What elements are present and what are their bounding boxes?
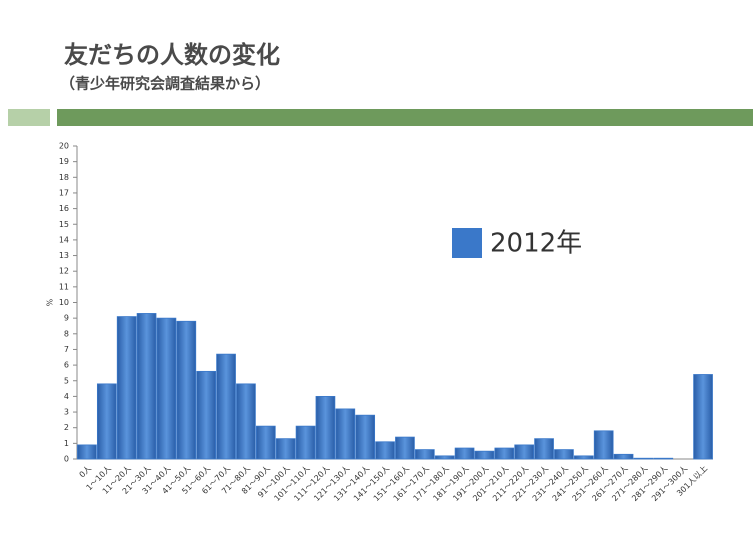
y-tick-label: 16: [59, 204, 69, 213]
legend-label: 2012年: [490, 229, 582, 259]
y-tick-label: 19: [59, 157, 69, 166]
bar: [96, 383, 117, 460]
bar: [275, 438, 296, 460]
bar: [593, 430, 614, 460]
y-tick-label: 11: [59, 282, 69, 291]
y-tick-label: 0: [64, 455, 69, 464]
y-tick-label: 7: [64, 345, 69, 354]
subtitle: （青少年研究会調査結果から）: [60, 75, 270, 93]
bar: [633, 457, 654, 460]
bar: [395, 436, 415, 460]
bar: [454, 447, 475, 460]
bar: [653, 457, 674, 460]
y-tick-label: 9: [64, 314, 69, 323]
y-tick-label: 20: [59, 142, 69, 151]
bar: [216, 353, 236, 460]
bar: [474, 450, 495, 460]
bar: [315, 395, 336, 460]
bar: [116, 316, 137, 460]
accent-bar: [8, 109, 50, 126]
bar: [573, 455, 594, 460]
bar: [613, 453, 634, 460]
bar: [534, 438, 554, 460]
y-tick-label: 3: [64, 408, 69, 417]
plot: 01234567891011121314151617181920%0人1〜10人…: [46, 142, 713, 503]
y-tick-label: 13: [59, 251, 69, 260]
y-tick-label: 1: [64, 439, 69, 448]
y-tick-label: 6: [64, 361, 69, 370]
bar: [375, 441, 395, 460]
header-bar: [57, 109, 753, 126]
bar: [255, 425, 276, 460]
y-tick-label: 18: [59, 173, 69, 182]
bar: [77, 444, 97, 460]
bar: [335, 408, 356, 460]
bar: [295, 425, 316, 460]
y-tick-label: 12: [59, 267, 69, 276]
y-tick-label: 15: [59, 220, 69, 229]
legend-swatch: [452, 228, 482, 258]
bar: [136, 313, 157, 460]
y-tick-label: 10: [59, 298, 69, 307]
bar: [693, 374, 713, 460]
x-tick-label: 0人: [77, 464, 93, 480]
y-tick-label: 5: [64, 376, 69, 385]
bar: [236, 383, 256, 460]
y-tick-label: 2: [64, 423, 69, 432]
bar: [414, 449, 435, 460]
bar: [355, 414, 376, 460]
y-tick-label: 8: [64, 329, 69, 338]
y-tick-label: 17: [59, 188, 69, 197]
y-axis-label: %: [46, 298, 55, 306]
bar: [494, 447, 515, 460]
bar: [176, 320, 197, 460]
bar: [514, 444, 535, 460]
bar: [196, 370, 217, 460]
y-tick-label: 4: [64, 392, 69, 401]
y-tick-label: 14: [59, 235, 69, 244]
bar: [554, 449, 574, 460]
bar: [434, 455, 455, 460]
title: 友だちの人数の変化: [64, 41, 280, 69]
bar: [156, 317, 177, 460]
